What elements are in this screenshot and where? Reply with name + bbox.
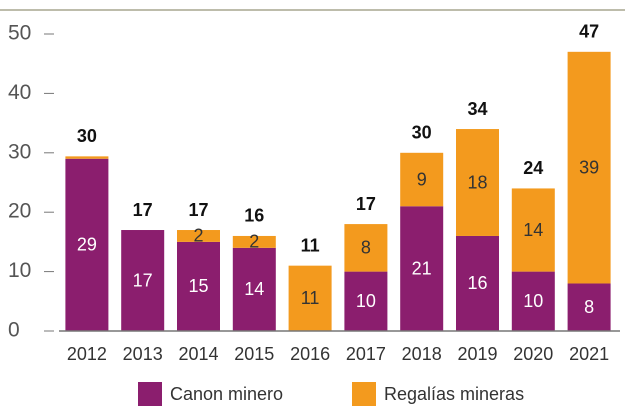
total-label: 11 (301, 235, 320, 255)
y-tick-label: 0 (8, 319, 20, 342)
x-tick-label: 2012 (67, 344, 107, 364)
y-tick-label: 40 (8, 81, 31, 104)
data-label: 39 (579, 157, 599, 177)
bar-segment (65, 158, 109, 331)
data-label: 9 (417, 169, 427, 189)
total-label: 30 (412, 123, 432, 143)
data-label: 2 (193, 226, 203, 246)
legend-label: Canon minero (170, 384, 283, 404)
x-tick-label: 2019 (457, 344, 497, 364)
total-label: 47 (579, 22, 599, 42)
legend-swatch (138, 382, 162, 406)
data-label: 16 (467, 273, 487, 293)
total-label: 30 (77, 126, 97, 146)
y-tick-label: 30 (8, 140, 31, 163)
x-tick-label: 2014 (178, 344, 218, 364)
data-label: 10 (523, 291, 543, 311)
bar-segment (456, 129, 499, 236)
bar-segment (177, 241, 220, 331)
bar-segment (232, 247, 276, 331)
x-tick-label: 2021 (569, 344, 609, 364)
total-label: 16 (244, 206, 264, 226)
data-label: 14 (244, 279, 264, 299)
data-label: 21 (412, 258, 432, 278)
data-label: 2 (249, 232, 259, 252)
x-tick-label: 2018 (402, 344, 442, 364)
bar-segment (288, 265, 332, 331)
bar-segment (121, 230, 165, 331)
total-label: 24 (523, 158, 543, 178)
x-tick-label: 2015 (234, 344, 274, 364)
x-tick-label: 2020 (513, 344, 553, 364)
bar-segment (400, 152, 444, 207)
data-label: 14 (523, 220, 543, 240)
bar-segment (456, 235, 499, 331)
y-tick-label: 20 (8, 200, 31, 223)
total-label: 17 (188, 200, 208, 220)
data-label: 18 (467, 172, 487, 192)
data-label: 11 (301, 288, 320, 308)
data-label: 10 (356, 291, 376, 311)
legend-label: Regalías mineras (384, 384, 524, 404)
data-label: 15 (188, 276, 208, 296)
total-label: 34 (467, 99, 487, 119)
bar-segment (344, 224, 388, 272)
bar-segment (567, 51, 611, 284)
legend-swatch (352, 382, 376, 406)
bar-segment (177, 230, 220, 242)
total-label: 17 (133, 200, 153, 220)
y-tick-label: 50 (8, 22, 31, 45)
data-label: 29 (77, 235, 97, 255)
bar-segment (65, 156, 109, 159)
data-label: 8 (361, 238, 371, 258)
data-label: 17 (133, 270, 153, 290)
bar-segment (511, 188, 555, 272)
x-tick-label: 2017 (346, 344, 386, 364)
total-label: 17 (356, 194, 376, 214)
data-label: 8 (584, 297, 594, 317)
y-tick-label: 10 (8, 259, 31, 282)
bar-segment (400, 206, 444, 331)
x-tick-label: 2016 (290, 344, 330, 364)
bar-segment (344, 271, 388, 331)
x-tick-label: 2013 (123, 344, 163, 364)
bar-segment (567, 283, 611, 331)
bar-segment (232, 235, 276, 248)
bar-segment (511, 271, 555, 331)
